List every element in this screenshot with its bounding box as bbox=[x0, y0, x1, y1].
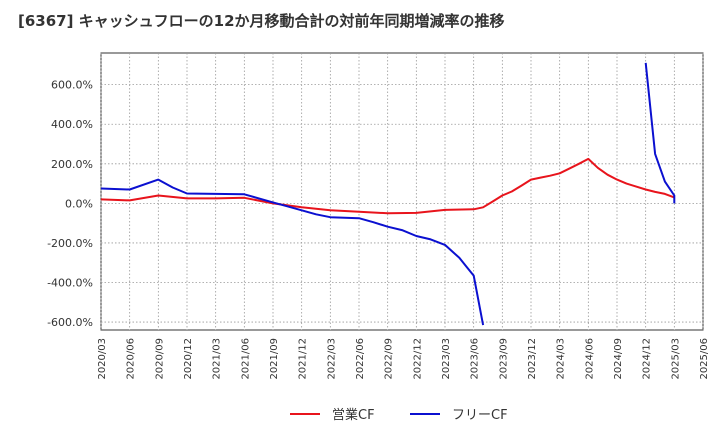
series-line-フリーCF bbox=[644, 62, 676, 204]
x-tick-label: 2022/06 bbox=[355, 338, 366, 380]
x-axis-ticks: 2020/03 2020/06 2020/09 2020/12 2021/03 2021/… bbox=[97, 338, 710, 380]
y-tick-label: -400.0% bbox=[47, 277, 93, 290]
x-tick-label: 2023/06 bbox=[470, 338, 481, 380]
x-tick-label: 2021/06 bbox=[240, 338, 251, 380]
y-tick-label: 600.0% bbox=[51, 79, 93, 92]
x-tick-label: 2020/03 bbox=[97, 338, 108, 380]
legend: 営業CF フリーCF bbox=[290, 407, 508, 423]
x-tick-label: 2020/09 bbox=[154, 338, 165, 380]
y-tick-label: -200.0% bbox=[47, 237, 93, 250]
y-axis-ticks: 600.0% 400.0% 200.0% 0.0% -200.0% -400.0% -600… bbox=[47, 79, 93, 329]
x-tick-label: 2021/03 bbox=[212, 338, 223, 380]
series-line-フリーCF bbox=[100, 178, 485, 326]
x-tick-label: 2021/12 bbox=[298, 338, 309, 380]
y-tick-label: 400.0% bbox=[51, 118, 93, 131]
x-tick-label: 2022/12 bbox=[412, 338, 423, 380]
x-tick-label: 2024/03 bbox=[556, 338, 567, 380]
x-tick-label: 2023/09 bbox=[498, 338, 509, 380]
x-tick-label: 2024/09 bbox=[613, 338, 624, 380]
x-tick-label: 2022/03 bbox=[326, 338, 337, 380]
x-tick-label: 2025/06 bbox=[699, 338, 710, 380]
series-line-営業CF bbox=[100, 157, 675, 215]
x-tick-label: 2022/09 bbox=[384, 338, 395, 380]
legend-label: 営業CF bbox=[332, 407, 375, 423]
x-tick-label: 2021/09 bbox=[269, 338, 280, 380]
plot-area bbox=[100, 52, 704, 331]
y-tick-label: 200.0% bbox=[51, 158, 93, 171]
y-tick-label: -600.0% bbox=[47, 316, 93, 329]
x-tick-label: 2023/12 bbox=[527, 338, 538, 380]
x-tick-label: 2023/03 bbox=[441, 338, 452, 380]
x-tick-label: 2024/12 bbox=[642, 338, 653, 380]
y-tick-label: 0.0% bbox=[65, 197, 93, 210]
x-tick-label: 2020/12 bbox=[183, 338, 194, 380]
legend-label: フリーCF bbox=[452, 408, 508, 423]
chart-title: [6367] キャッシュフローの12か月移動合計の対前年同期増減率の推移 bbox=[18, 12, 505, 30]
x-tick-label: 2025/03 bbox=[670, 338, 681, 380]
gridlines bbox=[100, 53, 704, 330]
x-tick-label: 2024/06 bbox=[584, 338, 595, 380]
series-lines bbox=[100, 62, 676, 326]
x-tick-label: 2020/06 bbox=[126, 338, 137, 380]
